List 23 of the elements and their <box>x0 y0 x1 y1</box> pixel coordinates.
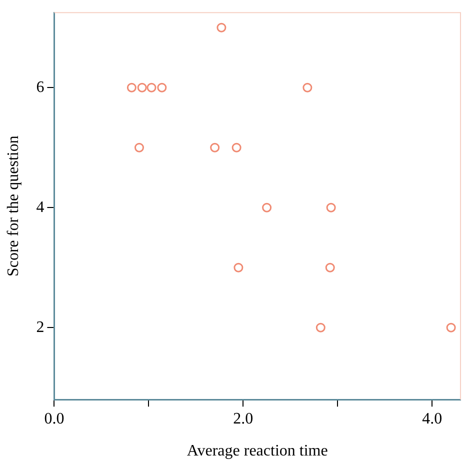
y-tick-label: 2 <box>36 318 44 336</box>
point <box>302 82 312 92</box>
point <box>326 202 336 212</box>
point <box>325 262 335 272</box>
y-tick-label: 6 <box>36 78 44 96</box>
point <box>262 202 272 212</box>
point <box>232 142 242 152</box>
y-axis-title: Score for the question <box>4 136 22 277</box>
x-tick-label: 4.0 <box>422 410 442 428</box>
point <box>210 142 220 152</box>
point <box>316 322 326 332</box>
point <box>157 82 167 92</box>
point <box>234 262 244 272</box>
y-tick-label: 4 <box>36 198 44 216</box>
point <box>216 22 226 32</box>
point <box>146 82 156 92</box>
x-tick-label: 2.0 <box>233 410 254 428</box>
x-tick-label: 0.0 <box>44 410 64 428</box>
x-axis-title: Average reaction time <box>186 442 328 460</box>
point <box>137 82 147 92</box>
point <box>446 322 456 332</box>
point <box>126 82 136 92</box>
point <box>134 142 144 152</box>
